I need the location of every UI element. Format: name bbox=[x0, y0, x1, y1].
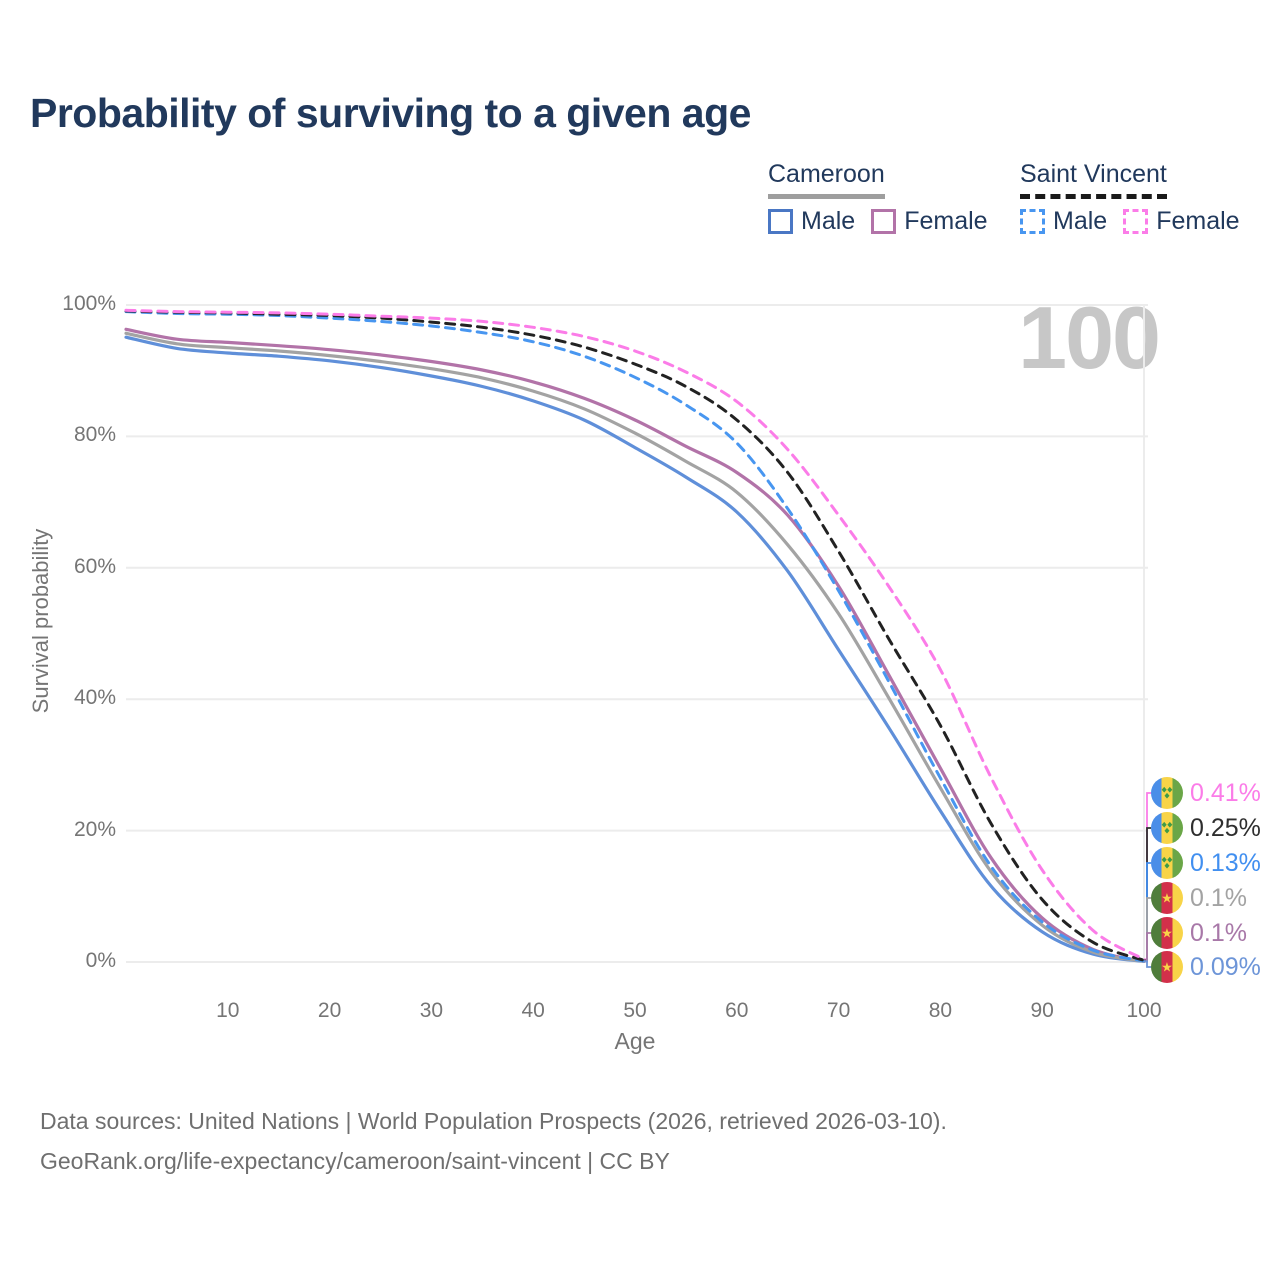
y-tick-60: 60% bbox=[73, 554, 116, 578]
end-label-value: 0.13% bbox=[1190, 848, 1261, 877]
attribution-text: GeoRank.org/life-expectancy/cameroon/sai… bbox=[40, 1148, 670, 1174]
saint-vincent-flag-icon bbox=[1151, 847, 1183, 879]
end-label-value: 0.09% bbox=[1190, 952, 1261, 981]
legend-items-row: Male Female bbox=[1020, 207, 1240, 236]
x-tick-40: 40 bbox=[521, 999, 545, 1022]
x-tick-50: 50 bbox=[623, 999, 647, 1022]
legend-toggle-cameroon-female[interactable]: Female bbox=[871, 207, 988, 236]
x-tick-60: 60 bbox=[725, 999, 749, 1022]
end-label-value: 0.25% bbox=[1190, 813, 1261, 842]
legend-item-label: Male bbox=[801, 207, 856, 235]
cameroon-flag: ★ bbox=[1151, 917, 1183, 949]
saint-vincent-flag bbox=[1151, 847, 1183, 879]
svg-text:★: ★ bbox=[1161, 891, 1173, 906]
svg-text:★: ★ bbox=[1161, 926, 1173, 941]
cameroon-flag-icon: ★ bbox=[1151, 951, 1183, 983]
legend-toggle-saint-vincent-female[interactable]: Female bbox=[1123, 207, 1240, 236]
legend-item-label: Male bbox=[1053, 207, 1108, 235]
legend-item-label: Female bbox=[904, 207, 988, 235]
saint-vincent-flag bbox=[1151, 777, 1183, 809]
series-line-cameroon-male bbox=[124, 335, 1146, 963]
legend-checkbox-icon bbox=[1020, 209, 1045, 234]
x-tick-20: 20 bbox=[317, 999, 342, 1022]
end-label-sv-both: 0.25% bbox=[1151, 811, 1261, 845]
legend-checkbox-icon bbox=[1123, 209, 1149, 234]
x-tick-30: 30 bbox=[419, 999, 444, 1022]
x-tick-10: 10 bbox=[216, 999, 240, 1022]
legend-checkbox-icon bbox=[768, 209, 793, 234]
y-axis-title: Survival probability bbox=[28, 528, 53, 714]
svg-text:★: ★ bbox=[1161, 960, 1173, 975]
x-tick-80: 80 bbox=[928, 999, 953, 1022]
legend-toggle-saint-vincent-male[interactable]: Male bbox=[1020, 207, 1107, 236]
legend-group-cameroon: Cameroon Male Female bbox=[768, 160, 988, 236]
data-sources-text: Data sources: United Nations | World Pop… bbox=[40, 1108, 947, 1134]
age-counter-watermark: 100 bbox=[1018, 288, 1161, 387]
end-label-cameroon-female: ★ 0.1% bbox=[1151, 916, 1247, 950]
cameroon-flag-icon: ★ bbox=[1151, 882, 1183, 914]
saint-vincent-flag-icon bbox=[1151, 812, 1183, 844]
saint-vincent-flag bbox=[1151, 812, 1183, 844]
y-tick-40: 40% bbox=[73, 686, 116, 710]
series-line-sv-both bbox=[124, 309, 1146, 962]
series-line-sv-male bbox=[124, 310, 1146, 963]
cameroon-flag: ★ bbox=[1151, 951, 1183, 983]
legend-item-label: Female bbox=[1156, 207, 1240, 235]
y-tick-80: 80% bbox=[73, 423, 116, 447]
cameroon-flag-icon: ★ bbox=[1151, 917, 1183, 949]
y-tick-20: 20% bbox=[73, 817, 116, 841]
x-axis-title: Age bbox=[614, 1028, 656, 1054]
x-tick-90: 90 bbox=[1030, 999, 1054, 1022]
legend-items-row: Male Female bbox=[768, 207, 988, 236]
end-label-sv-male: 0.13% bbox=[1151, 846, 1261, 880]
legend-toggle-cameroon-male[interactable]: Male bbox=[768, 207, 855, 236]
x-tick-100: 100 bbox=[1126, 999, 1162, 1022]
y-tick-100: 100% bbox=[62, 292, 116, 315]
end-label-value: 0.1% bbox=[1190, 918, 1247, 947]
y-tick-0: 0% bbox=[85, 949, 116, 972]
series-line-cameroon-female bbox=[124, 327, 1146, 963]
legend-country-header: Saint Vincent bbox=[1020, 160, 1167, 199]
saint-vincent-flag-icon bbox=[1151, 777, 1183, 809]
cameroon-flag: ★ bbox=[1151, 882, 1183, 914]
end-label-cameroon-both: ★ 0.1% bbox=[1151, 881, 1247, 915]
legend-group-saint-vincent: Saint Vincent Male Female bbox=[1020, 160, 1240, 236]
end-label-sv-female: 0.41% bbox=[1151, 776, 1261, 810]
series-line-cameroon-both bbox=[124, 331, 1146, 963]
end-label-connector-cameroon-male bbox=[1144, 960, 1151, 968]
series-line-sv-female bbox=[124, 308, 1146, 961]
legend-country-header: Cameroon bbox=[768, 160, 885, 199]
end-label-value: 0.41% bbox=[1190, 778, 1261, 807]
end-label-connector-cameroon-female bbox=[1144, 932, 1151, 963]
end-label-value: 0.1% bbox=[1190, 883, 1247, 912]
page-title: Probability of surviving to a given age bbox=[30, 90, 751, 136]
end-label-cameroon-male: ★ 0.09% bbox=[1151, 950, 1261, 984]
legend-checkbox-icon bbox=[871, 209, 897, 234]
x-tick-70: 70 bbox=[826, 999, 851, 1022]
